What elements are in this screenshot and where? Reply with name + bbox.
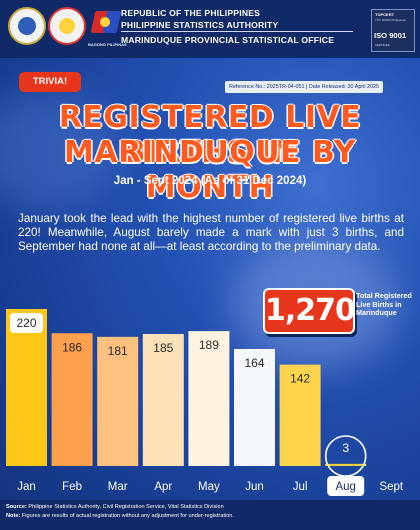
value-label-aug: 3	[342, 441, 349, 455]
value-label-highlight	[10, 313, 43, 333]
total-label: Total Registered Live Births in Marinduq…	[356, 291, 412, 318]
description-text: January took the lead with the highest n…	[18, 212, 404, 254]
month-label-aug: Aug	[335, 481, 355, 493]
month-label-jan: Jan	[17, 481, 36, 493]
iso-standard: ISO 9001	[374, 31, 407, 40]
header-divider	[121, 31, 353, 32]
page-subtitle: Jan - Sept 2024 (As of 31 Dec 2024)	[113, 175, 307, 187]
logo-caption: BAGONG PILIPINAS	[88, 42, 127, 47]
month-label-sept: Sept	[379, 481, 403, 493]
page-title-line-2: MARINDUQUE BY MONTH	[64, 135, 356, 205]
note-line: Note: Figures are results of actual regi…	[6, 513, 234, 519]
bar-aug	[325, 463, 367, 466]
iso-certification-badge: TOPCERT TÜV NORD Philippines ISO 9001 CE…	[371, 9, 415, 52]
header-republic: REPUBLIC OF THE PHILIPPINES	[121, 8, 261, 18]
trivia-badge: TRIVIA!	[19, 72, 81, 92]
header-bar: BAGONG PILIPINAS REPUBLIC OF THE PHILIPP…	[0, 0, 420, 58]
header-office: MARINDUQUE PROVINCIAL STATISTICAL OFFICE	[121, 35, 335, 45]
bar-jun	[234, 348, 275, 466]
psa-seal-icon	[8, 7, 46, 45]
footer-bar	[0, 500, 420, 530]
value-label-mar: 181	[108, 344, 128, 358]
total-callout: 1,270	[263, 288, 356, 334]
value-label-apr: 185	[153, 341, 173, 355]
value-label-may: 189	[199, 338, 219, 352]
source-line: Source: Philippine Statistics Authority,…	[6, 504, 224, 510]
month-label-mar: Mar	[108, 481, 128, 493]
bar-jul	[279, 364, 321, 466]
bar-apr	[142, 333, 184, 466]
month-label-jul: Jul	[293, 481, 308, 493]
iso-status: CERTIFIED	[375, 43, 390, 47]
note-text: Figures are results of actual registrati…	[21, 513, 234, 519]
value-label-jul: 142	[290, 372, 310, 386]
iso-issuer: TÜV NORD Philippines	[375, 18, 407, 22]
reference-number: Reference No.: 2025TR-04-051 | Date Rele…	[225, 81, 384, 93]
source-label: Source:	[6, 504, 27, 510]
total-value: 1,270	[265, 293, 356, 328]
bar-feb	[51, 333, 93, 466]
value-label-jun: 164	[244, 356, 264, 370]
note-label: Note:	[6, 513, 21, 519]
crs-seal-icon	[48, 7, 86, 45]
iso-brand: TOPCERT	[375, 12, 395, 17]
month-highlight	[327, 476, 365, 496]
bagong-pilipinas-logo-icon	[90, 7, 124, 41]
value-label-jan: 220	[16, 316, 36, 330]
month-label-feb: Feb	[62, 481, 82, 493]
bar-jan	[6, 309, 47, 466]
bar-mar	[97, 336, 139, 466]
bar-may	[188, 331, 230, 466]
background-photo-blur	[0, 90, 120, 210]
month-label-apr: Apr	[154, 481, 172, 493]
value-label-feb: 186	[62, 340, 82, 354]
month-label-jun: Jun	[245, 481, 264, 493]
page-title-line-1: REGISTERED LIVE BIRTHS IN	[58, 100, 362, 170]
source-text: Philippine Statistics Authority, Civil R…	[28, 504, 224, 510]
bar-chart: 220 Jan 186 Feb 181 Mar 185 Apr 189 May 164 Jun 142 J…	[6, 309, 403, 496]
month-label-may: May	[198, 481, 220, 493]
header-agency: PHILIPPINE STATISTICS AUTHORITY	[121, 20, 279, 30]
